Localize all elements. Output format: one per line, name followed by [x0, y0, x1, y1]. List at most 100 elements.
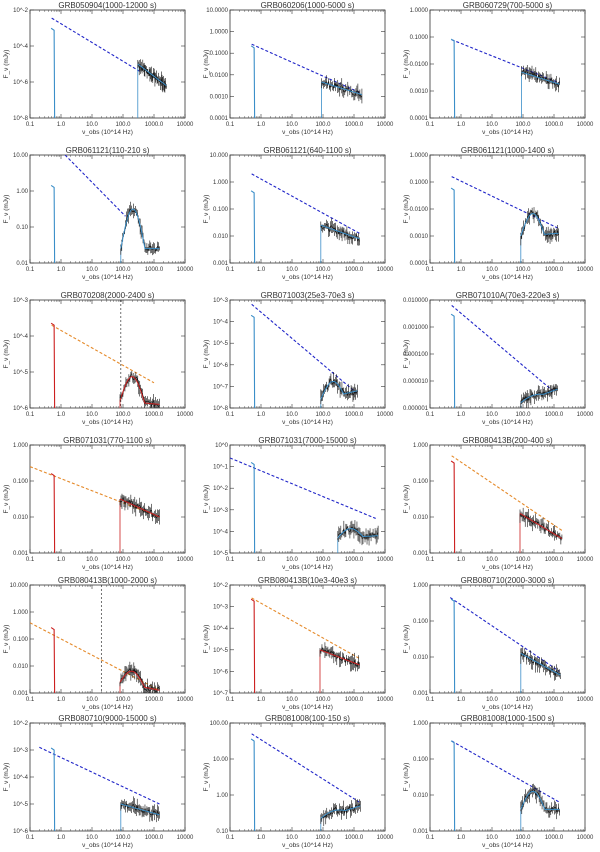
y-tick-label: 1.00	[216, 793, 228, 799]
xray-data	[319, 642, 360, 672]
xray-data	[120, 796, 160, 823]
sed-chart: GRB061121(640-1100 s) 0.1 1.0 10.0 100.0 1000…	[203, 146, 394, 281]
optical-spectrum	[450, 313, 456, 408]
y-axis-label: F_ν (mJy)	[203, 195, 210, 224]
x-tick-label: 10.0	[86, 835, 98, 841]
x-axis-label: ν_obs (10^14 Hz)	[282, 419, 333, 426]
x-tick-label: 100.0	[315, 412, 331, 418]
x-tick-label: 100.0	[115, 267, 131, 273]
x-tick-label: 10.0	[86, 267, 98, 273]
y-tick-label: 0.010	[213, 234, 229, 240]
x-tick-label: 1000.0	[545, 697, 564, 703]
x-tick-label: 100.0	[115, 835, 131, 841]
x-tick-label: 1000.0	[545, 412, 564, 418]
x-tick-label: 10000	[377, 412, 394, 418]
x-tick-label: 10000	[577, 412, 594, 418]
x-tick-label: 100.0	[115, 557, 131, 563]
x-tick-label: 10.0	[286, 122, 298, 128]
optical-spectrum	[50, 747, 56, 831]
xray-data	[119, 661, 160, 693]
y-tick-label: 0.010	[13, 664, 29, 670]
x-tick-label: 100.0	[515, 835, 531, 841]
optical-spectrum	[250, 314, 256, 408]
x-tick-label: 1.0	[57, 412, 66, 418]
x-tick-label: 1000.0	[145, 122, 164, 128]
extrapolation-line	[51, 17, 142, 73]
panel-title: GRB070208(2000-2400 s)	[61, 291, 155, 300]
panel-title: GRB080413B(1000-2000 s)	[58, 576, 158, 585]
x-tick-label: 1000.0	[145, 697, 164, 703]
extrapolation-line	[30, 466, 160, 518]
y-tick-label: 10^-6	[13, 829, 28, 835]
y-tick-label: 1.0000	[210, 30, 229, 36]
sed-panel-13: GRB080413B(1000-2000 s) 0.1 1.0 10.0 100.0 10…	[0, 575, 195, 713]
sed-chart: GRB080710(2000-3000 s) 0.1 1.0 10.0 100.0 100…	[403, 576, 594, 711]
y-tick-label: 10^-5	[213, 551, 228, 557]
optical-spectrum	[250, 598, 256, 693]
x-tick-label: 1000.0	[145, 557, 164, 563]
sed-chart: GRB061121(110-210 s) 0.1 1.0 10.0 100.0 1000.…	[3, 146, 194, 281]
sed-panel-14: GRB080413B(10e3-40e3 s) 0.1 1.0 10.0 100.0 10…	[200, 575, 395, 713]
panel-title: GRB071003(25e3-70e3 s)	[261, 291, 355, 300]
x-tick-label: 10000	[377, 835, 394, 841]
x-tick-label: 1.0	[257, 122, 266, 128]
x-tick-label: 10.0	[486, 557, 498, 563]
x-tick-label: 0.1	[426, 835, 435, 841]
x-tick-label: 10.0	[286, 412, 298, 418]
xray-data	[520, 207, 559, 246]
xray-model	[320, 381, 358, 400]
y-tick-label: 10^-5	[213, 341, 228, 347]
panel-title: GRB061121(1000-1400 s)	[461, 146, 555, 155]
x-tick-label: 1.0	[457, 835, 466, 841]
sed-panel-8: GRB071003(25e3-70e3 s) 0.1 1.0 10.0 100.0 100…	[200, 290, 395, 428]
x-tick-label: 0.1	[426, 122, 435, 128]
sed-panel-15: GRB080710(2000-3000 s) 0.1 1.0 10.0 100.0 100…	[400, 575, 595, 713]
x-tick-label: 1.0	[457, 122, 466, 128]
x-tick-label: 0.1	[226, 557, 235, 563]
plot-frame	[429, 9, 586, 119]
y-axis-label: F_ν (mJy)	[403, 763, 410, 792]
extrapolation-line	[451, 740, 560, 803]
optical-spectrum	[450, 598, 456, 693]
optical-spectrum	[450, 38, 456, 118]
x-tick-label: 1.0	[257, 835, 266, 841]
y-tick-label: 10^-4	[13, 775, 28, 781]
sed-panel-11: GRB071031(7000-15000 s) 0.1 1.0 10.0 100.0 10…	[200, 435, 395, 573]
y-tick-label: 0.10	[216, 829, 228, 835]
x-tick-label: 1000.0	[345, 697, 364, 703]
x-tick-label: 0.1	[426, 557, 435, 563]
y-tick-label: 0.000010	[403, 379, 429, 385]
xray-data	[119, 493, 160, 525]
xray-data	[119, 370, 160, 408]
y-tick-label: 10^-2	[213, 583, 228, 589]
y-tick-label: 10^-4	[13, 44, 28, 50]
y-axis-label: F_ν (mJy)	[403, 485, 410, 514]
x-axis-label: ν_obs (10^14 Hz)	[282, 704, 333, 711]
sed-panel-2: GRB060206(1000-5000 s) 0.1 1.0 10.0 100.0 100…	[200, 0, 395, 138]
y-tick-label: 0.01	[16, 261, 28, 267]
plot-frame	[29, 154, 186, 264]
sed-chart: GRB080413B(1000-2000 s) 0.1 1.0 10.0 100.0 10…	[3, 576, 194, 711]
y-tick-label: 100.00	[210, 721, 229, 727]
y-tick-label: 10^-4	[213, 320, 228, 326]
panel-title: GRB081008(1000-1500 s)	[461, 714, 555, 723]
x-tick-label: 0.1	[26, 557, 35, 563]
extrapolation-line	[251, 173, 360, 234]
x-tick-label: 1000.0	[145, 835, 164, 841]
x-tick-label: 100.0	[315, 835, 331, 841]
x-tick-label: 1.0	[457, 412, 466, 418]
extrapolation-line	[230, 457, 376, 519]
xray-model	[319, 649, 360, 666]
y-tick-label: 10^-4	[213, 529, 228, 535]
y-tick-label: 10^-2	[13, 721, 28, 727]
optical-spectrum	[250, 738, 256, 831]
y-tick-label: 0.1000	[210, 51, 229, 57]
x-tick-label: 1000.0	[345, 835, 364, 841]
x-tick-label: 10000	[577, 267, 594, 273]
x-tick-label: 100.0	[515, 557, 531, 563]
x-tick-label: 0.1	[226, 835, 235, 841]
optical-spectrum	[50, 627, 56, 693]
sed-chart: GRB071010A(70e3-220e3 s) 0.1 1.0 10.0 100.0 1…	[403, 291, 594, 426]
panel-title: GRB080710(2000-3000 s)	[461, 576, 555, 585]
sed-chart: GRB071031(770-1100 s) 0.1 1.0 10.0 100.0 1000…	[3, 436, 194, 571]
